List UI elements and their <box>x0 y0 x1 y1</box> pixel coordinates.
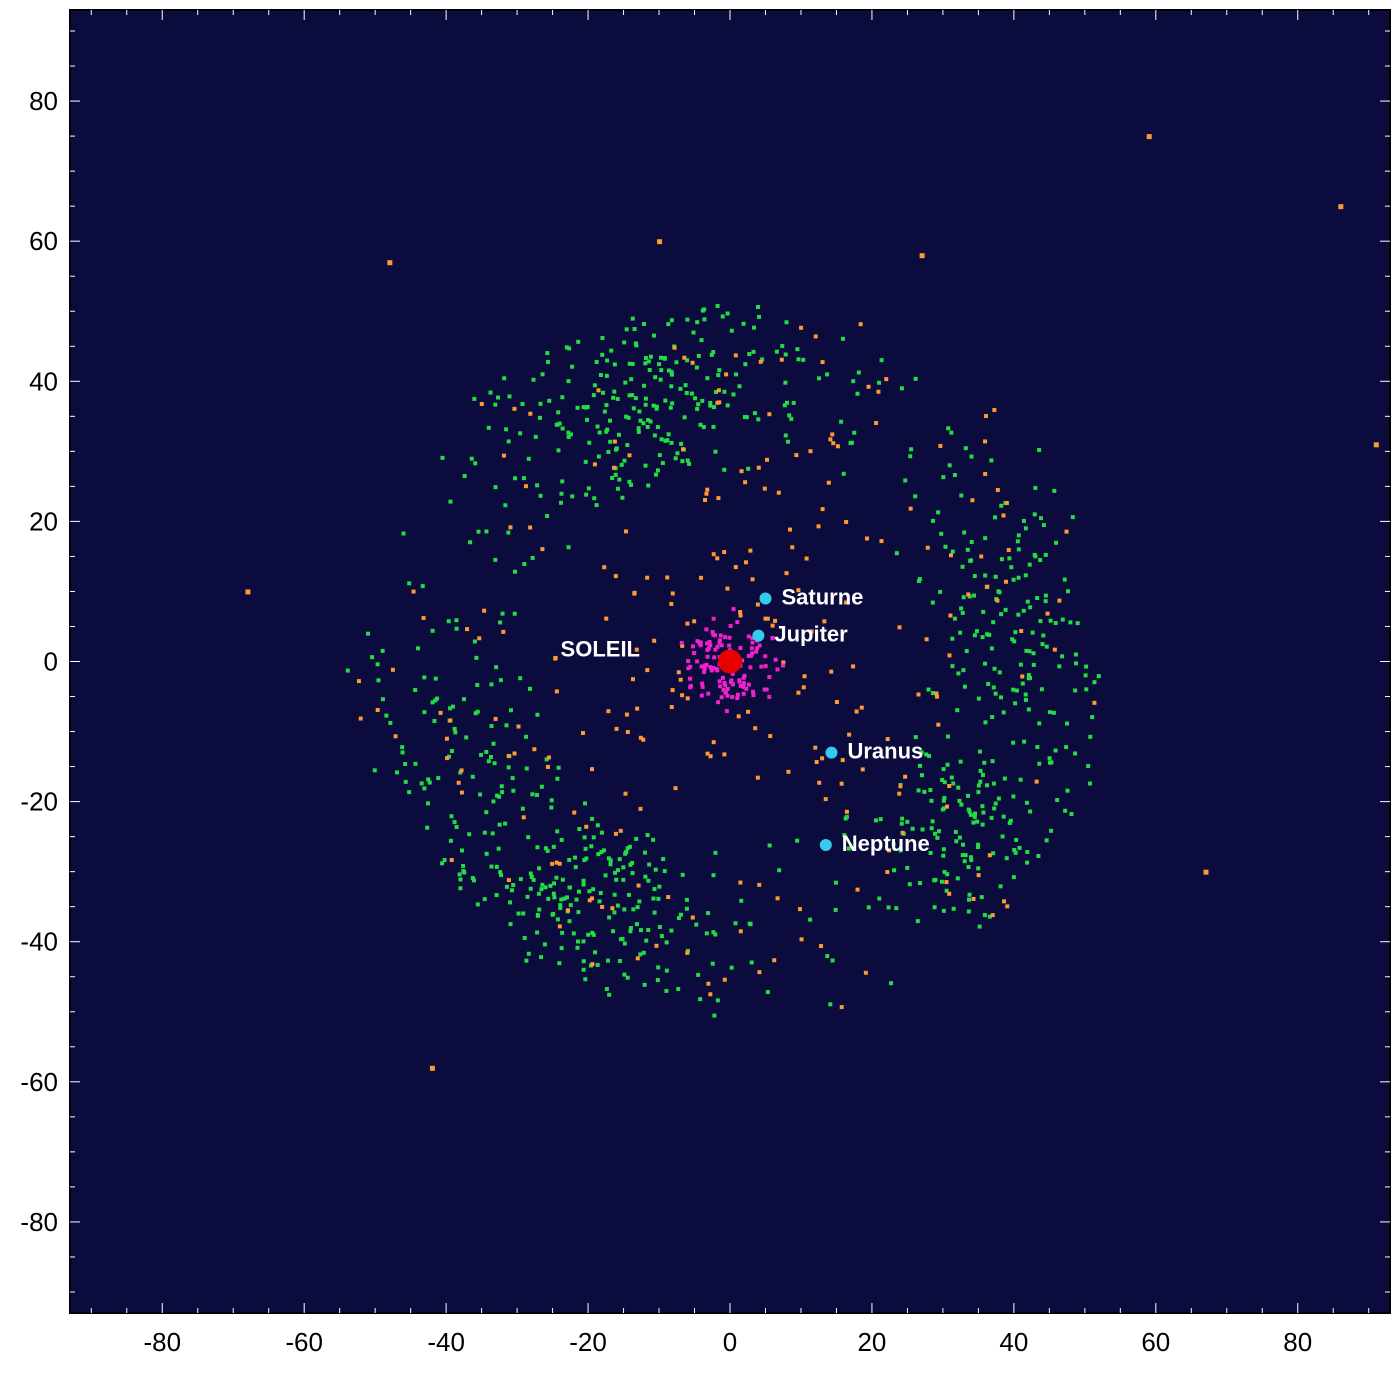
x-tick-label: -60 <box>285 1327 323 1357</box>
x-tick-label: 80 <box>1283 1327 1312 1357</box>
planet-jupiter <box>752 630 764 642</box>
y-tick-label: -80 <box>20 1207 58 1237</box>
y-tick-label: 60 <box>29 226 58 256</box>
scatter-plot: SOLEIL Jupiter Saturne Uranus Neptune -80 -60 -… <box>0 0 1400 1373</box>
planet-label-uranus: Uranus <box>847 739 923 764</box>
y-tick-label: -20 <box>20 787 58 817</box>
y-tick-label: -40 <box>20 927 58 957</box>
x-tick-label: 40 <box>999 1327 1028 1357</box>
chart-container: SOLEIL Jupiter Saturne Uranus Neptune -80 -60 -… <box>0 0 1400 1373</box>
planet-label-jupiter: Jupiter <box>774 622 848 647</box>
y-tick-label: 20 <box>29 506 58 536</box>
y-tick-label: 40 <box>29 366 58 396</box>
x-tick-label: -40 <box>427 1327 465 1357</box>
x-tick-label: -80 <box>143 1327 181 1357</box>
y-tick-label: -60 <box>20 1067 58 1097</box>
y-tick-label: 80 <box>29 86 58 116</box>
planet-neptune <box>820 839 832 851</box>
y-tick-label: 0 <box>44 647 58 677</box>
x-tick-label: 0 <box>723 1327 737 1357</box>
x-tick-label: 20 <box>857 1327 886 1357</box>
x-tick-label: 60 <box>1141 1327 1170 1357</box>
planet-label-saturne: Saturne <box>781 584 863 609</box>
planet-uranus <box>825 747 837 759</box>
x-tick-label: -20 <box>569 1327 607 1357</box>
planet-label-neptune: Neptune <box>842 831 930 856</box>
planet-saturne <box>759 592 771 604</box>
sun-label: SOLEIL <box>561 637 640 662</box>
